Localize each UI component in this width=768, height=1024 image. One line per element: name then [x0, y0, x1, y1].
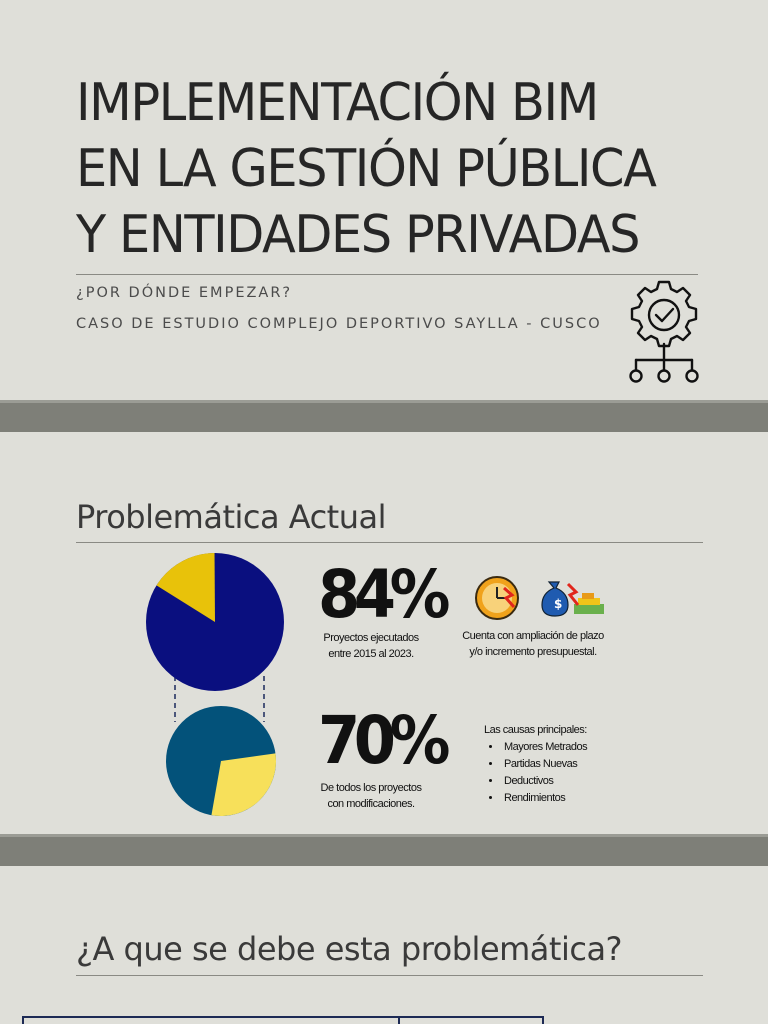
- title-line-1: IMPLEMENTACIÓN BIM: [76, 73, 599, 133]
- heading-divider: [76, 542, 703, 543]
- title-line-2: EN LA GESTIÓN PÚBLICA: [76, 139, 657, 199]
- problem-slide: Problemática Actual 84% Proyectos ejecut…: [0, 432, 768, 834]
- stat-70-caption-line-2: con modificaciones.: [327, 798, 415, 810]
- gear-checkmark-network-icon: [629, 280, 699, 383]
- causes-title: Las causas principales:: [484, 724, 587, 736]
- pie-70-percent: [166, 706, 276, 816]
- stat-84-value: 84%: [318, 556, 450, 633]
- pie-84-rest-slice: [156, 553, 215, 622]
- table-top-border: [22, 1016, 544, 1024]
- extension-note: Cuenta con ampliación de plazo y/o incre…: [448, 628, 618, 660]
- stat-84-caption-line-2: entre 2015 al 2023.: [328, 648, 414, 660]
- pie-70-rest-slice: [211, 753, 276, 816]
- extension-note-line-2: y/o incremento presupuestal.: [469, 646, 597, 658]
- section-heading: Problemática Actual: [76, 498, 387, 536]
- stat-70-caption-line-1: De todos los proyectos: [320, 782, 422, 794]
- pie-84-percent: [146, 553, 284, 691]
- title-slide: IMPLEMENTACIÓN BIM EN LA GESTIÓN PÚBLICA…: [0, 0, 768, 400]
- svg-text:$: $: [554, 597, 562, 611]
- slide-separator-1: [0, 400, 768, 432]
- cause-item: Rendimientos: [502, 790, 587, 807]
- money-bag-icon: $: [541, 581, 604, 617]
- subtitle-question: ¿POR DÓNDE EMPEZAR?: [76, 285, 293, 301]
- stat-84-caption: Proyectos ejecutados entre 2015 al 2023.: [300, 630, 442, 662]
- title-line-3: Y ENTIDADES PRIVADAS: [76, 205, 640, 265]
- heading-divider-causes: [76, 975, 703, 976]
- pie-charts: [146, 553, 284, 816]
- slide-title: IMPLEMENTACIÓN BIM EN LA GESTIÓN PÚBLICA…: [76, 70, 703, 268]
- extension-note-line-1: Cuenta con ampliación de plazo: [462, 630, 604, 642]
- subtitle-case-study: CASO DE ESTUDIO COMPLEJO DEPORTIVO SAYLL…: [76, 316, 602, 332]
- title-divider: [76, 274, 698, 275]
- stat-70-caption: De todos los proyectos con modificacione…: [300, 780, 442, 812]
- stat-84-caption-line-1: Proyectos ejecutados: [323, 632, 419, 644]
- stat-70-value: 70%: [318, 702, 450, 779]
- cause-item: Mayores Metrados: [502, 739, 588, 756]
- causes-slide: ¿A que se debe esta problemática?: [0, 866, 768, 1024]
- section-heading-causes: ¿A que se debe esta problemática?: [76, 930, 623, 968]
- cause-item: Partidas Nuevas: [502, 756, 587, 773]
- cause-item: Deductivos: [502, 773, 587, 790]
- causes-list: Las causas principales: Mayores Metrados…: [484, 722, 588, 807]
- slide-separator-2: [0, 834, 768, 866]
- clock-icon: [475, 576, 519, 620]
